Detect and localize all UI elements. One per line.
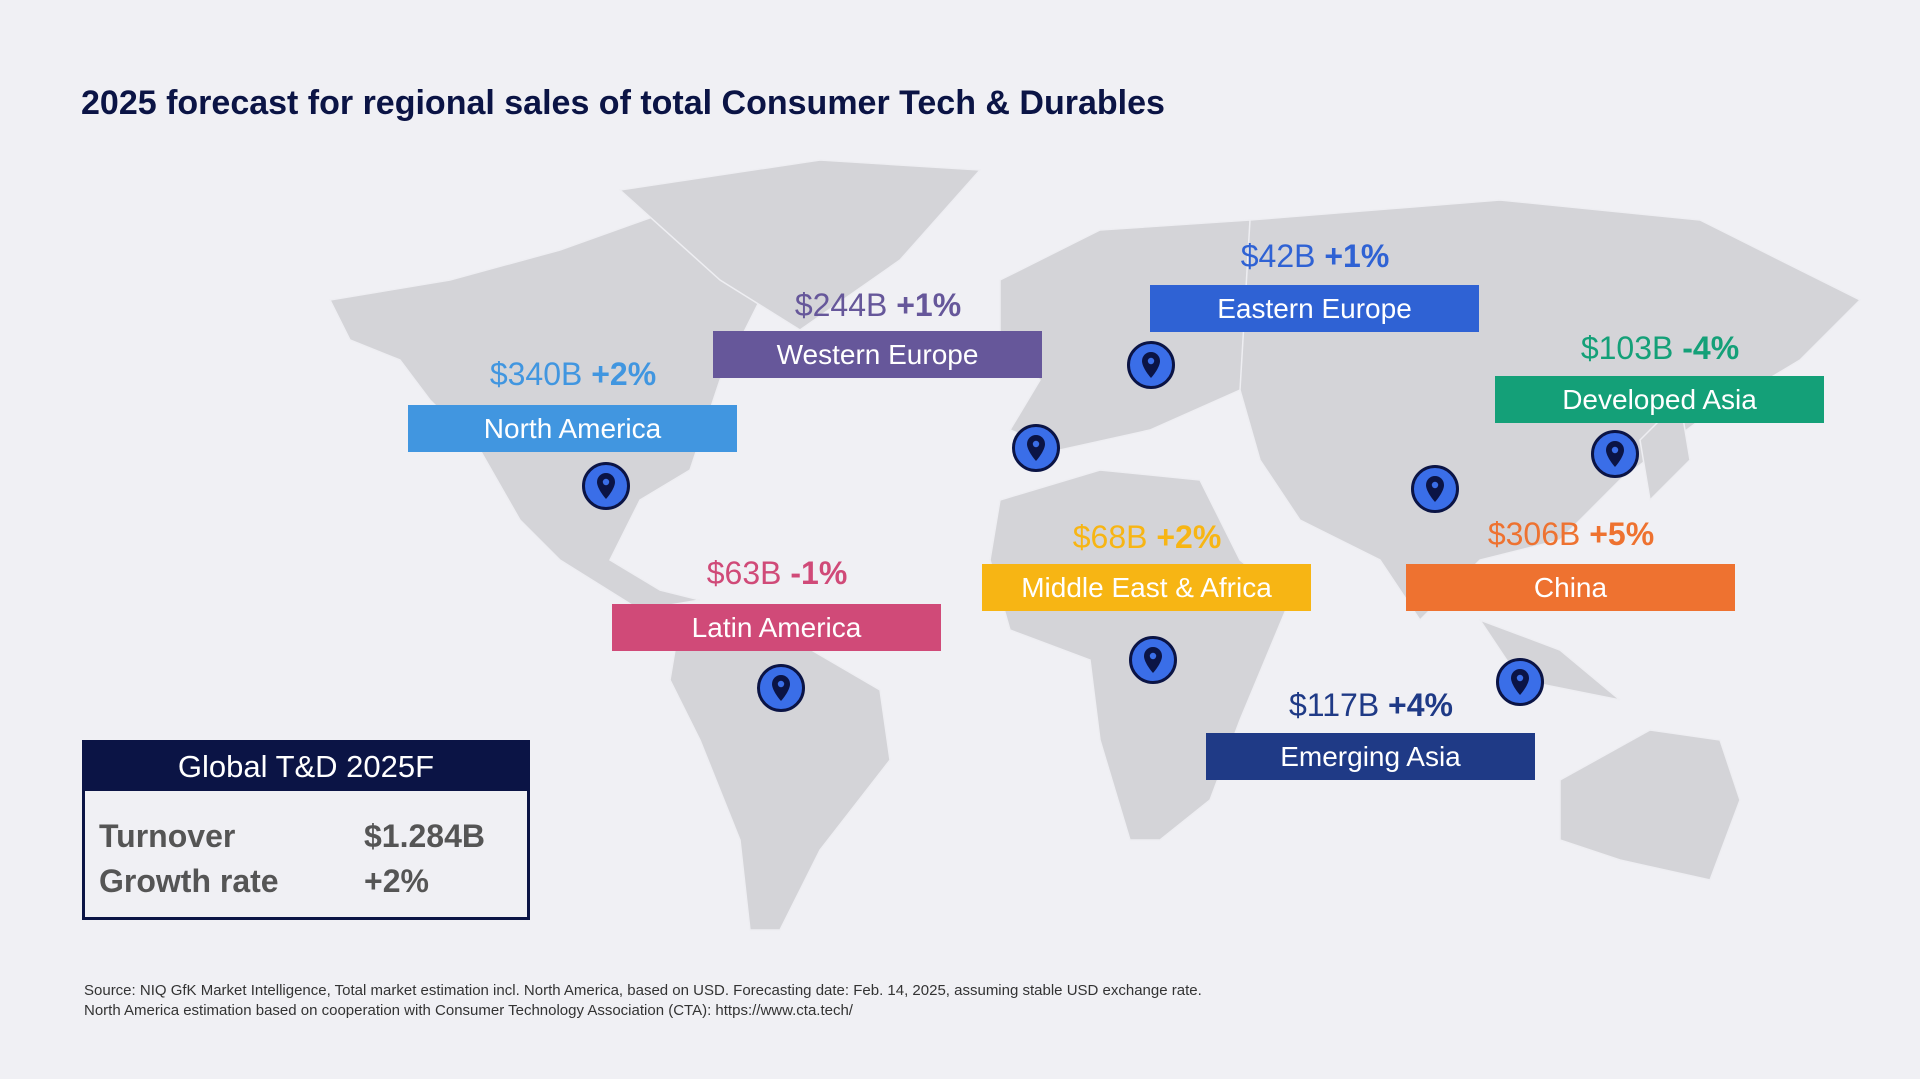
growth-value: +2%: [591, 356, 657, 392]
region-label-middle-east-africa: Middle East & Africa: [982, 564, 1311, 611]
footnote-source: Source: NIQ GfK Market Intelligence, Tot…: [84, 982, 1202, 999]
continent-australia: [1559, 729, 1741, 881]
growth-value: -4%: [1682, 330, 1740, 366]
growth-value: -1%: [790, 555, 848, 591]
sales-value: $42B: [1240, 238, 1316, 274]
turnover-label: Turnover: [99, 818, 236, 854]
sales-value: $340B: [489, 356, 583, 392]
sales-value: $68B: [1072, 519, 1148, 555]
region-label-north-america: North America: [408, 405, 737, 452]
page-title: 2025 forecast for regional sales of tota…: [81, 84, 1165, 122]
region-label-developed-asia: Developed Asia: [1495, 376, 1824, 423]
region-label-western-europe: Western Europe: [713, 331, 1042, 378]
global-summary-box: Global T&D 2025F Turnover $1.284B Growth…: [82, 740, 530, 920]
footnote-cta: North America estimation based on cooper…: [84, 1002, 853, 1019]
region-value-china: $306B +5%: [1406, 516, 1736, 553]
region-value-eastern-europe: $42B +1%: [1150, 238, 1480, 275]
location-pin-icon[interactable]: [582, 462, 630, 510]
sales-value: $306B: [1487, 516, 1581, 552]
continent-greenland: [618, 159, 982, 331]
growth-value: +2%: [1156, 519, 1222, 555]
location-pin-icon[interactable]: [1591, 430, 1639, 478]
sales-value: $63B: [706, 555, 782, 591]
growth-rate-value: +2%: [364, 863, 429, 899]
location-pin-icon[interactable]: [1012, 424, 1060, 472]
growth-rate-row: Growth rate +2%: [99, 863, 429, 900]
region-value-emerging-asia: $117B +4%: [1206, 687, 1536, 724]
region-value-western-europe: $244B +1%: [713, 287, 1043, 324]
region-value-north-america: $340B +2%: [408, 356, 738, 393]
turnover-row: Turnover $1.284B: [99, 818, 485, 855]
region-label-eastern-europe: Eastern Europe: [1150, 285, 1479, 332]
region-value-latin-america: $63B -1%: [612, 555, 942, 592]
continent-south-america: [669, 619, 891, 931]
turnover-value: $1.284B: [364, 818, 485, 854]
region-label-china: China: [1406, 564, 1735, 611]
growth-value: +1%: [1324, 238, 1390, 274]
growth-value: +4%: [1388, 687, 1453, 723]
islands-indonesia: [1478, 618, 1621, 701]
growth-value: +1%: [896, 287, 962, 323]
location-pin-icon[interactable]: [1411, 465, 1459, 513]
location-pin-icon[interactable]: [1127, 341, 1175, 389]
sales-value: $117B: [1289, 687, 1380, 723]
growth-rate-label: Growth rate: [99, 863, 279, 899]
location-pin-icon[interactable]: [1496, 658, 1544, 706]
region-value-developed-asia: $103B -4%: [1495, 330, 1825, 367]
region-label-emerging-asia: Emerging Asia: [1206, 733, 1535, 780]
sales-value: $244B: [794, 287, 888, 323]
location-pin-icon[interactable]: [757, 664, 805, 712]
region-label-latin-america: Latin America: [612, 604, 941, 651]
summary-title: Global T&D 2025F: [85, 743, 527, 791]
region-value-middle-east-africa: $68B +2%: [982, 519, 1312, 556]
growth-value: +5%: [1589, 516, 1655, 552]
sales-value: $103B: [1580, 330, 1674, 366]
location-pin-icon[interactable]: [1129, 636, 1177, 684]
